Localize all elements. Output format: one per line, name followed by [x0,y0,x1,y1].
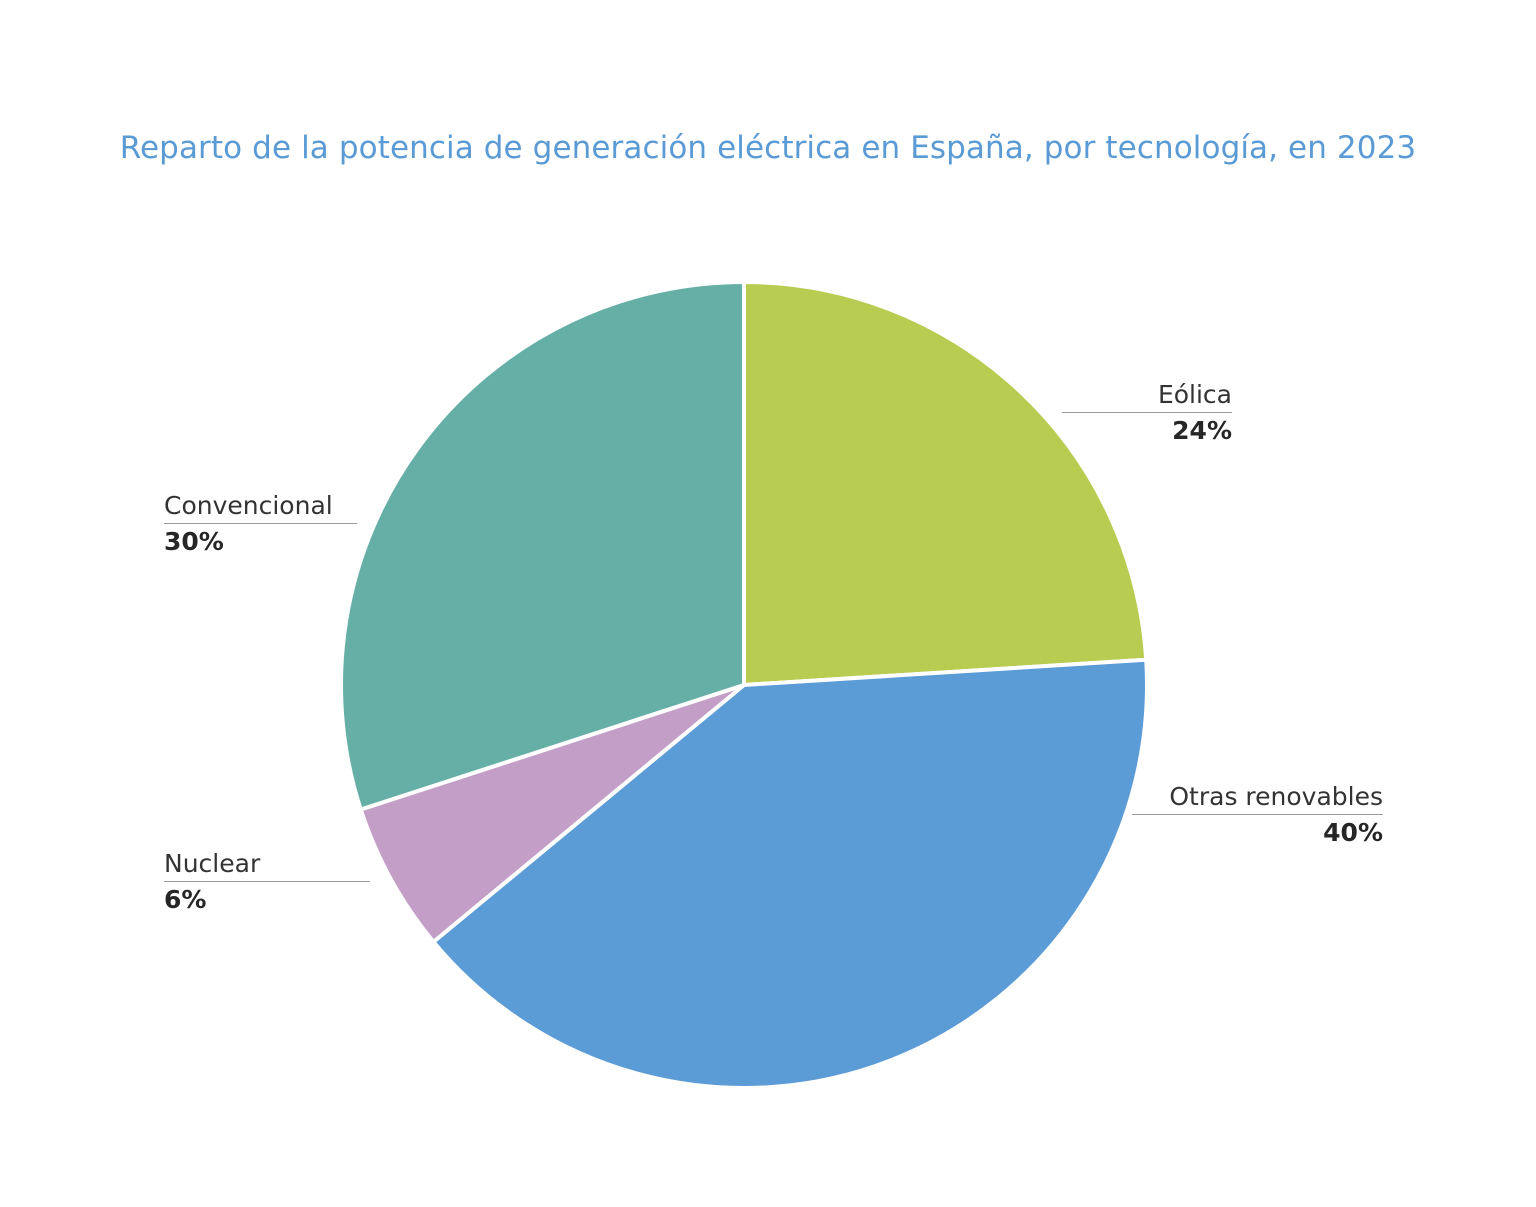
label-eolica-leader-line [1062,412,1232,413]
label-convencional: Convencional 30% [164,491,357,560]
label-convencional-leader-line [164,523,357,524]
label-eolica: Eólica 24% [1062,380,1232,449]
label-eolica-name: Eólica [1157,380,1232,409]
pie-slice-nuclear [358,683,746,944]
pie-slices [339,280,1149,1090]
label-nuclear-leader-line [164,881,370,882]
label-convencional-name: Convencional [164,491,333,520]
label-convencional-value: 30% [164,527,224,556]
pie-slice-eolica [742,280,1149,687]
label-nuclear: Nuclear 6% [164,849,370,918]
label-otras-renovables: Otras renovables 40% [1132,782,1383,851]
label-nuclear-name: Nuclear [164,849,261,878]
pie-slice-otras-renovables [431,657,1149,1090]
label-nuclear-value: 6% [164,885,207,914]
label-otras-renovables-leader-line [1132,814,1383,815]
chart-title: Reparto de la potencia de generación elé… [119,130,1417,166]
label-eolica-value: 24% [1172,416,1232,445]
label-otras-renovables-value: 40% [1323,818,1383,847]
pie-slice-convencional [339,280,746,812]
label-otras-renovables-name: Otras renovables [1169,782,1383,811]
